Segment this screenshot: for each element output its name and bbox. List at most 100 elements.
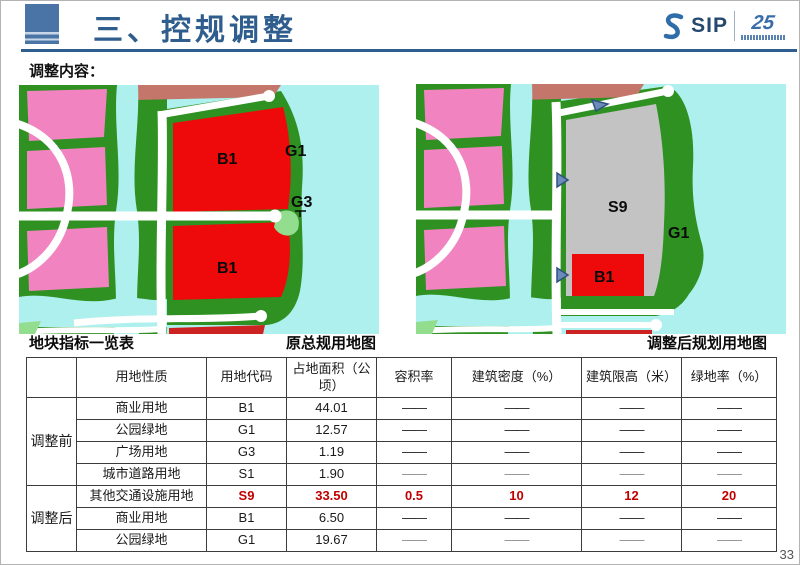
table-row: 广场用地 G3 1.19 —— —— —— —— bbox=[27, 441, 777, 464]
cell-far: —— bbox=[376, 441, 452, 464]
arrow-marker-icon bbox=[590, 98, 610, 113]
cell-area: 1.19 bbox=[286, 441, 377, 464]
header-height: 建筑限高（米） bbox=[581, 357, 682, 398]
cell-code: G1 bbox=[206, 529, 287, 552]
road-diagonal-top bbox=[553, 87, 669, 118]
sip-logo: SIP 25 bbox=[661, 9, 785, 43]
brown-parcel-top bbox=[511, 84, 644, 100]
group-label-before: 调整前 bbox=[26, 397, 77, 486]
cell-area: 6.50 bbox=[286, 507, 377, 530]
road-bottom bbox=[73, 312, 262, 327]
arrow-marker-icon bbox=[556, 266, 570, 284]
cell-density: —— bbox=[451, 441, 582, 464]
cell-height: —— bbox=[581, 507, 682, 530]
cell-code: G1 bbox=[206, 419, 287, 442]
group-label-after: 调整后 bbox=[26, 485, 77, 552]
sip-logo-text: SIP bbox=[691, 14, 728, 37]
cell-far: 0.5 bbox=[376, 485, 452, 508]
road-end-circle bbox=[650, 319, 662, 331]
header-square-decoration bbox=[25, 4, 59, 44]
header-corner bbox=[26, 357, 77, 398]
pink-parcel bbox=[27, 227, 109, 291]
cell-density: 10 bbox=[451, 485, 582, 508]
anniversary-25: 25 bbox=[750, 11, 776, 34]
plot-indicator-table: 用地性质 用地代码 占地面积（公顷） 容积率 建筑密度（%） 建筑限高（米） 绿… bbox=[26, 357, 777, 552]
cell-green: —— bbox=[681, 507, 777, 530]
arrow-marker-icon bbox=[556, 171, 570, 189]
red-strip-bottom bbox=[566, 330, 652, 334]
cell-height: —— bbox=[581, 441, 682, 464]
table-header-row: 用地性质 用地代码 占地面积（公顷） 容积率 建筑密度（%） 建筑限高（米） 绿… bbox=[26, 357, 777, 398]
sip-swirl-icon bbox=[663, 13, 684, 40]
canal-bottom bbox=[416, 294, 561, 326]
b1-parcel-top bbox=[173, 107, 291, 212]
cell-far: —— bbox=[376, 419, 452, 442]
pink-parcel bbox=[27, 89, 107, 141]
cell-green: —— bbox=[681, 397, 777, 420]
road-bottom-left bbox=[19, 326, 163, 334]
header-code: 用地代码 bbox=[206, 357, 287, 398]
page-title: 三、控规调整 bbox=[93, 14, 297, 47]
canal-vertical bbox=[508, 84, 533, 334]
map-label-s9: S9 bbox=[608, 199, 628, 216]
road-end-circle bbox=[263, 90, 275, 102]
table-row: 公园绿地 G1 12.57 —— —— —— —— bbox=[27, 419, 777, 442]
cell-height: —— bbox=[581, 463, 682, 486]
road-end-circle bbox=[662, 85, 674, 97]
cell-area: 1.90 bbox=[286, 463, 377, 486]
map-label-g3: G3 bbox=[291, 194, 312, 211]
cell-green: —— bbox=[681, 419, 777, 442]
cell-nature: 广场用地 bbox=[76, 441, 207, 464]
table-row: 公园绿地 G1 19.67 —— —— —— —— bbox=[27, 529, 777, 552]
s9-parcel bbox=[566, 104, 665, 296]
header-density: 建筑密度（%） bbox=[451, 357, 582, 398]
lightgreen-corner bbox=[416, 320, 438, 334]
cell-green: —— bbox=[681, 441, 777, 464]
map-label-g1: G1 bbox=[668, 225, 689, 242]
map-label-b1: B1 bbox=[594, 269, 615, 286]
g3-marker bbox=[295, 210, 306, 217]
pink-parcel bbox=[424, 226, 506, 290]
road-end-circle bbox=[268, 209, 282, 223]
cell-nature: 商业用地 bbox=[76, 507, 207, 530]
canal-vertical bbox=[114, 85, 139, 334]
table-title: 地块指标一览表 bbox=[29, 335, 135, 352]
cell-density: —— bbox=[451, 507, 582, 530]
table-row-highlighted: 调整后 其他交通设施用地 S9 33.50 0.5 10 12 20 bbox=[26, 485, 777, 552]
cell-nature: 其他交通设施用地 bbox=[76, 485, 207, 508]
cell-code: S9 bbox=[206, 485, 287, 508]
cell-density: —— bbox=[451, 529, 582, 552]
logo-divider bbox=[734, 11, 735, 41]
brown-parcel-top bbox=[129, 85, 281, 100]
cell-height: —— bbox=[581, 397, 682, 420]
anniversary-subtext-bar bbox=[741, 34, 785, 40]
table-row: 商业用地 B1 6.50 —— —— —— —— bbox=[27, 507, 777, 530]
cell-nature: 公园绿地 bbox=[76, 419, 207, 442]
map-label-b1-top: B1 bbox=[217, 151, 238, 168]
cell-density: —— bbox=[451, 463, 582, 486]
cell-far: —— bbox=[376, 529, 452, 552]
anniversary-mark: 25 bbox=[741, 11, 785, 40]
cell-area: 12.57 bbox=[286, 419, 377, 442]
cell-height: —— bbox=[581, 419, 682, 442]
left-map-caption: 原总规用地图 bbox=[286, 335, 377, 352]
page-number: 33 bbox=[779, 547, 794, 562]
cell-code: G3 bbox=[206, 441, 287, 464]
cell-green: —— bbox=[681, 529, 777, 552]
land-use-map-adjusted: S9 G1 B1 bbox=[416, 84, 786, 334]
cell-code: B1 bbox=[206, 507, 287, 530]
b1-parcel bbox=[572, 254, 644, 296]
header-nature: 用地性质 bbox=[76, 357, 207, 398]
lightgreen-corner bbox=[19, 321, 41, 334]
cell-area: 33.50 bbox=[286, 485, 377, 508]
road-vertical bbox=[156, 110, 167, 334]
red-strip-bottom bbox=[169, 325, 265, 334]
cell-density: —— bbox=[451, 397, 582, 420]
cell-far: —— bbox=[376, 397, 452, 420]
cell-height: 12 bbox=[581, 485, 682, 508]
cell-density: —— bbox=[451, 419, 582, 442]
map-label-g1: G1 bbox=[285, 143, 306, 160]
cell-far: —— bbox=[376, 463, 452, 486]
cell-green: —— bbox=[681, 463, 777, 486]
cell-nature: 商业用地 bbox=[76, 397, 207, 420]
